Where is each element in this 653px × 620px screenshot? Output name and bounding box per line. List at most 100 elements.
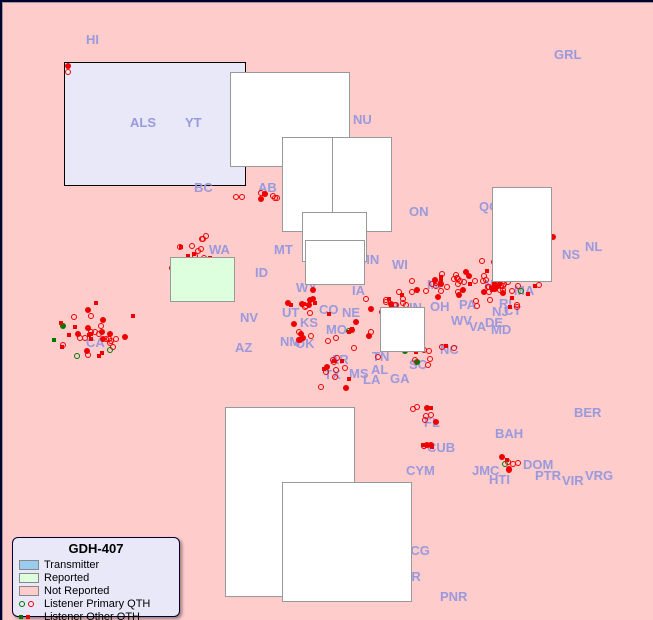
listener-marker-153: [487, 297, 493, 303]
listener-marker-15: [59, 321, 63, 325]
listener-marker-115: [396, 289, 402, 295]
map-container: HIALSYTNTNUGRLBCABSKMBONQCNLWAMTNDNSNBOR…: [0, 0, 653, 620]
listener-marker-109: [383, 299, 389, 305]
listener-marker-221: [439, 344, 445, 350]
listener-marker-182: [456, 292, 462, 298]
listener-marker-120: [409, 278, 415, 284]
listener-marker-53: [189, 243, 195, 249]
listener-marker-38: [108, 338, 114, 344]
listener-marker-12: [60, 345, 64, 349]
listener-marker-187: [533, 284, 537, 288]
listener-marker-260: [297, 337, 303, 343]
listener-marker-170: [474, 303, 480, 309]
listener-marker-171: [457, 278, 463, 284]
listener-marker-162: [526, 292, 530, 296]
listener-marker-0: [131, 314, 135, 318]
listener-marker-245: [510, 461, 516, 467]
legend-row-not-reported: Not Reported: [19, 584, 173, 597]
other-marker-icons: [19, 615, 39, 619]
listener-marker-35: [92, 329, 98, 335]
listener-marker-29: [75, 331, 81, 337]
transmitter-swatch: [19, 560, 39, 570]
listener-marker-88: [343, 385, 349, 391]
listener-marker-9: [74, 353, 80, 359]
listener-marker-67: [258, 196, 264, 202]
listener-marker-172: [468, 282, 472, 286]
listener-marker-218: [425, 362, 431, 368]
listener-marker-131: [444, 284, 450, 290]
listener-marker-122: [435, 294, 441, 300]
listener-marker-99: [363, 296, 369, 302]
listener-marker-133: [439, 275, 443, 279]
listener-marker-164: [472, 278, 478, 284]
listener-marker-249: [368, 329, 374, 335]
listener-marker-123: [423, 288, 429, 294]
listener-marker-34: [122, 334, 128, 340]
listener-marker-166: [485, 269, 489, 273]
legend-label-not-reported: Not Reported: [44, 585, 109, 597]
primary-marker-icons: [19, 601, 39, 607]
listener-marker-32: [71, 314, 77, 320]
listener-marker-74: [307, 310, 313, 316]
listener-marker-82: [318, 384, 324, 390]
listener-marker-255: [349, 327, 355, 333]
listener-marker-111: [414, 287, 420, 293]
listener-marker-77: [327, 312, 331, 316]
legend-title: GDH-407: [19, 541, 173, 556]
legend-row-other: Listener Other QTH: [19, 610, 173, 620]
listener-marker-243: [506, 466, 512, 472]
region-ky: [380, 307, 425, 352]
listener-marker-56: [192, 252, 196, 256]
listener-marker-54: [179, 245, 183, 249]
listener-marker-114: [368, 306, 374, 312]
region-central-america: [282, 482, 412, 602]
listener-marker-36: [88, 313, 94, 319]
legend-label-other: Listener Other QTH: [44, 611, 140, 620]
listener-marker-181: [466, 273, 472, 279]
listener-marker-3: [94, 301, 98, 305]
listener-marker-14: [84, 348, 90, 354]
listener-marker-229: [429, 406, 433, 410]
legend-label-primary: Listener Primary QTH: [44, 598, 150, 610]
listener-marker-84: [340, 359, 344, 363]
listener-marker-204: [375, 354, 381, 360]
listener-marker-26: [73, 325, 77, 329]
listener-marker-247: [333, 335, 339, 341]
other-marker-green-icon: [19, 615, 23, 619]
other-marker-red-icon: [26, 615, 30, 619]
marker-hi-2: [65, 69, 71, 75]
listener-marker-95: [332, 359, 336, 363]
listener-marker-89: [333, 367, 339, 373]
listener-marker-57: [203, 233, 209, 239]
listener-marker-149: [479, 258, 485, 264]
listener-marker-130: [433, 283, 439, 289]
not-reported-swatch: [19, 586, 39, 596]
listener-marker-222: [412, 357, 418, 363]
hawaii-inset: [64, 62, 246, 186]
listener-marker-17: [107, 347, 113, 353]
listener-marker-219: [451, 345, 457, 351]
listener-marker-63: [274, 195, 280, 201]
listener-marker-76: [291, 321, 297, 327]
listener-marker-121: [438, 288, 444, 294]
listener-marker-261: [296, 329, 302, 335]
listener-marker-85: [342, 365, 348, 371]
listener-marker-148: [509, 288, 515, 294]
listener-marker-240: [499, 454, 505, 460]
listener-marker-259: [308, 333, 314, 339]
region-sd: [305, 240, 365, 285]
legend-row-reported: Reported: [19, 571, 173, 584]
legend-box: GDH-407 Transmitter Reported Not Reporte…: [12, 537, 180, 617]
legend-label-transmitter: Transmitter: [44, 559, 99, 571]
listener-marker-81: [313, 301, 317, 305]
listener-marker-94: [332, 374, 338, 380]
listener-marker-93: [322, 367, 326, 371]
primary-marker-green-icon: [19, 601, 25, 607]
listener-marker-39: [82, 335, 88, 341]
listener-marker-30: [100, 317, 106, 323]
listener-marker-70: [310, 287, 316, 293]
region-or: [170, 257, 235, 302]
listener-marker-83: [347, 377, 351, 381]
listener-marker-28: [99, 329, 105, 335]
listener-marker-180: [481, 273, 487, 279]
